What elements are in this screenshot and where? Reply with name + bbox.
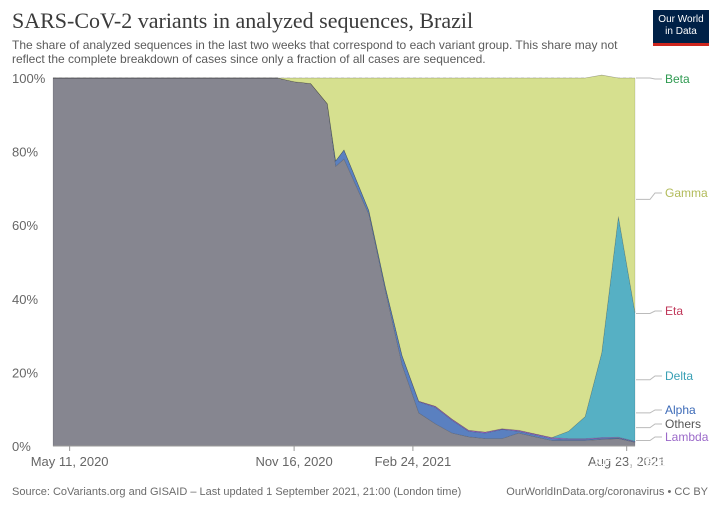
y-tick-label: 100%: [12, 71, 46, 86]
y-tick-label: 60%: [12, 218, 38, 233]
x-tick-label: Feb 24, 2021: [375, 454, 452, 469]
series-area-alpha: [53, 77, 636, 443]
logo-line-1: Our World: [658, 14, 704, 25]
owid-logo[interactable]: Our World in Data: [653, 10, 709, 46]
source-note: Source: CoVariants.org and GISAID – Last…: [12, 486, 462, 498]
watermark-text: 知乎 @图图知道: [593, 452, 702, 469]
legend-label-eta: Eta: [665, 304, 683, 318]
legend-leader-line: [636, 77, 662, 80]
credit-note: OurWorldInData.org/coronavirus • CC BY: [506, 486, 708, 498]
chart-title: SARS-CoV-2 variants in analyzed sequence…: [12, 8, 474, 33]
legend-label-lambda: Lambda: [665, 430, 709, 444]
x-tick-label: Aug 23, 2021: [588, 454, 665, 469]
series-area-delta: [53, 77, 636, 442]
legend-leader-line: [636, 375, 662, 381]
logo-line-2: in Data: [665, 26, 697, 37]
legend-label-gamma: Gamma: [665, 186, 708, 200]
legend-leader-line: [636, 310, 662, 314]
series-area-lambda: [53, 77, 636, 442]
legend-leader-line: [636, 423, 662, 429]
legend-leader-line: [636, 436, 662, 441]
y-tick-label: 0%: [12, 439, 31, 454]
x-tick-label: May 11, 2020: [31, 454, 109, 469]
legend-leader-line: [636, 192, 662, 200]
series-area-beta: [53, 74, 635, 79]
legend-label-others: Others: [665, 417, 701, 431]
legend-label-alpha: Alpha: [665, 403, 696, 417]
y-tick-label: 40%: [12, 292, 38, 307]
legend-leader-line: [636, 409, 662, 414]
x-tick-label: Nov 16, 2020: [255, 454, 332, 469]
y-tick-label: 20%: [12, 365, 38, 380]
chart-subtitle: The share of analyzed sequences in the l…: [12, 38, 618, 66]
legend-label-beta: Beta: [665, 72, 690, 86]
y-tick-label: 80%: [12, 145, 38, 160]
legend-label-delta: Delta: [665, 369, 693, 383]
series-area-gamma: [53, 74, 636, 438]
